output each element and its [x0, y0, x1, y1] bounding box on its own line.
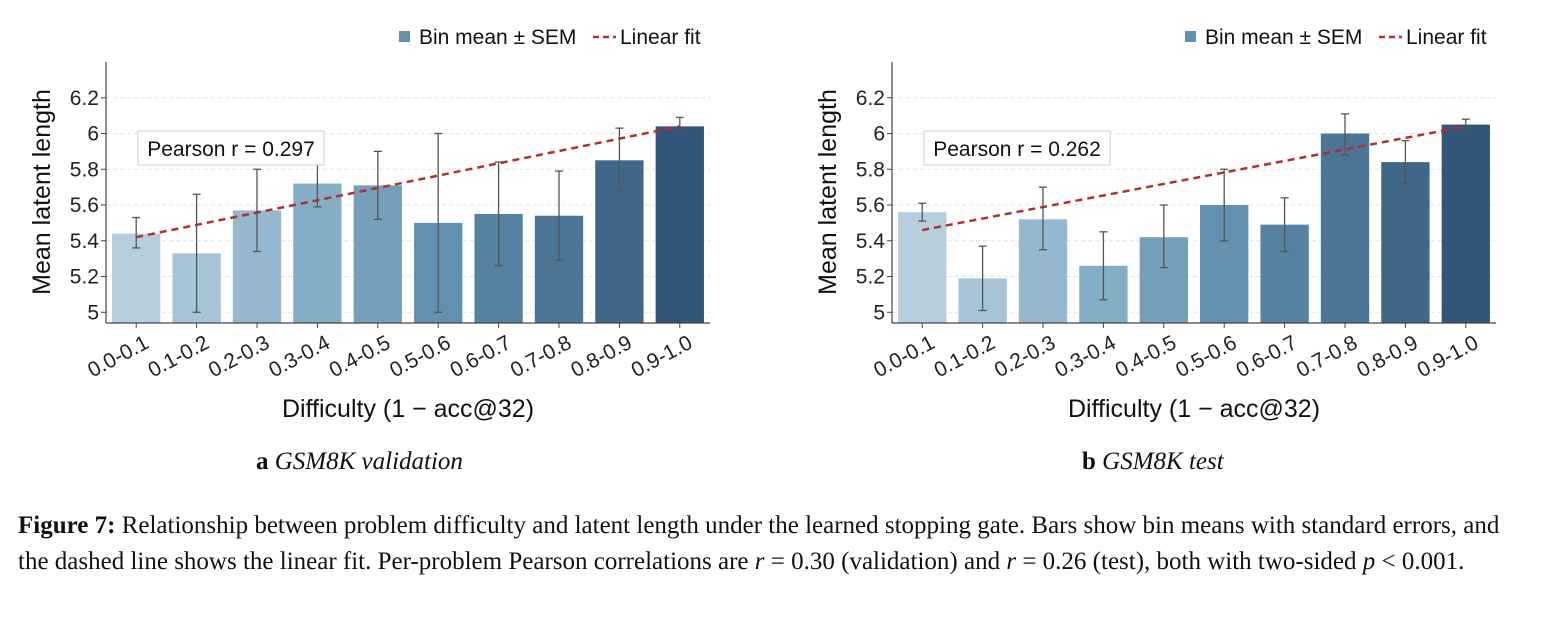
c1-ytick-label-1: 5.2 — [856, 266, 885, 289]
c0-ytick-label-3: 5.6 — [70, 194, 99, 217]
c1-xtick-label-9: 0.9-1.0 — [1414, 331, 1483, 382]
c0-legend-fit-label: Linear fit — [620, 26, 701, 49]
c1-x-axis-label: Difficulty (1 − acc@32) — [1068, 395, 1320, 423]
c0-ytick-label-0: 5 — [87, 301, 99, 324]
c0-pearson-box — [137, 130, 325, 166]
c1-xtick-label-8: 0.8-0.9 — [1353, 331, 1422, 382]
c0-xtick-label-9: 0.9-1.0 — [628, 331, 697, 382]
chart-gsm8k-test: 55.25.45.65.866.20.0-0.10.1-0.20.2-0.30.… — [814, 26, 1496, 423]
caption-text-4: < 0.001. — [1375, 548, 1465, 575]
c0-xtick-label-5: 0.5-0.6 — [386, 331, 455, 382]
c0-xtick-label-7: 0.7-0.8 — [507, 331, 576, 382]
c0-legend-bar-swatch — [399, 31, 410, 42]
c1-ytick-label-3: 5.6 — [856, 194, 885, 217]
c1-fit-line — [921, 125, 1467, 232]
c0-xtick-label-1: 0.1-0.2 — [144, 331, 213, 382]
caption-r-symbol-1: r — [754, 548, 765, 575]
c0-xtick-label-4: 0.4-0.5 — [326, 331, 395, 382]
c1-bar-0.9-1.0 — [1441, 124, 1490, 323]
c0-ytick-label-4: 5.8 — [70, 158, 99, 181]
c1-y-axis-label: Mean latent length — [814, 89, 842, 295]
c1-xtick-label-4: 0.4-0.5 — [1112, 331, 1181, 382]
c0-xtick-label-0: 0.0-0.1 — [84, 331, 153, 382]
c0-xtick-label-8: 0.8-0.9 — [567, 331, 636, 382]
c1-pearson-annotation: Pearson r = 0.262 — [933, 138, 1101, 161]
c0-ytick-label-1: 5.2 — [70, 266, 99, 289]
c1-legend-bar-label: Bin mean ± SEM — [1205, 26, 1362, 49]
c0-xtick-label-6: 0.6-0.7 — [446, 331, 515, 382]
c0-pearson-annotation: Pearson r = 0.297 — [147, 138, 315, 161]
panel-letter-b: b — [1082, 448, 1096, 475]
panel-label-b: b GSM8K test — [1082, 448, 1224, 476]
c0-x-axis-label: Difficulty (1 − acc@32) — [282, 395, 534, 423]
caption-text-3: = 0.26 (test), both with two-sided — [1016, 548, 1363, 575]
c1-ytick-label-0: 5 — [873, 301, 885, 324]
c1-xtick-label-7: 0.7-0.8 — [1293, 331, 1362, 382]
caption-label: Figure 7: — [18, 512, 116, 539]
c1-xtick-label-5: 0.5-0.6 — [1172, 331, 1241, 382]
caption-text-2: = 0.30 (validation) and — [764, 548, 1007, 575]
chart-gsm8k-validation: 55.25.45.65.866.20.0-0.10.1-0.20.2-0.30.… — [28, 26, 710, 423]
c0-ytick-label-2: 5.4 — [70, 230, 100, 253]
panel-title-b: GSM8K test — [1102, 448, 1224, 475]
panel-letter-a: a — [256, 448, 269, 475]
c1-ytick-label-2: 5.4 — [856, 230, 886, 253]
c1-xtick-label-1: 0.1-0.2 — [930, 331, 999, 382]
c1-ytick-label-4: 5.8 — [856, 158, 885, 181]
c1-bar-0.7-0.8 — [1320, 133, 1370, 323]
c0-fit-line — [135, 125, 681, 239]
caption-r-symbol-2: r — [1006, 548, 1017, 575]
c0-bar-0.9-1.0 — [655, 126, 704, 323]
c1-pearson-box — [923, 130, 1111, 166]
c1-xtick-label-3: 0.3-0.4 — [1051, 331, 1120, 382]
panel-label-a: a GSM8K validation — [256, 448, 463, 476]
caption-p-symbol: p — [1362, 548, 1376, 575]
c1-legend-fit-label: Linear fit — [1406, 26, 1487, 49]
c0-ytick-label-5: 6 — [87, 123, 99, 146]
c0-legend-bar-label: Bin mean ± SEM — [419, 26, 576, 49]
c1-ytick-label-5: 6 — [873, 123, 885, 146]
c0-y-axis-label: Mean latent length — [28, 89, 56, 295]
c0-xtick-label-3: 0.3-0.4 — [265, 331, 334, 382]
c1-bar-0.8-0.9 — [1381, 162, 1430, 323]
c1-xtick-label-2: 0.2-0.3 — [991, 331, 1060, 382]
c1-xtick-label-6: 0.6-0.7 — [1232, 331, 1301, 382]
panel-title-a: GSM8K validation — [274, 448, 463, 475]
c1-ytick-label-6: 6.2 — [856, 87, 885, 110]
c1-xtick-label-0: 0.0-0.1 — [870, 331, 939, 382]
caption-text-1: Relationship between problem difficulty … — [18, 512, 1500, 575]
c0-ytick-label-6: 6.2 — [70, 87, 99, 110]
figure-caption: Figure 7: Relationship between problem d… — [18, 508, 1533, 580]
c1-bar-0.0-0.1 — [898, 212, 947, 323]
c0-xtick-label-2: 0.2-0.3 — [205, 331, 274, 382]
c1-legend-bar-swatch — [1185, 31, 1196, 42]
